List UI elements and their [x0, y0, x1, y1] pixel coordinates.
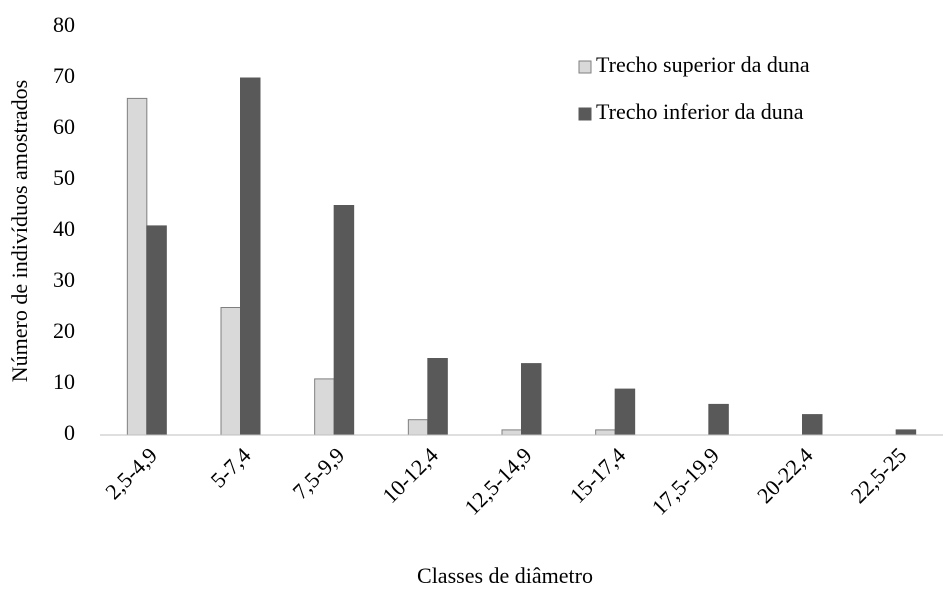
y-tick-label: 0: [64, 420, 75, 445]
x-tick-label: 10-12,4: [377, 442, 443, 508]
x-tick-label: 12,5-14,9: [459, 442, 536, 519]
legend-label: Trecho inferior da duna: [596, 99, 804, 124]
y-tick-label: 50: [53, 165, 75, 190]
bar: [802, 414, 823, 436]
bar: [521, 363, 542, 436]
bar: [595, 429, 616, 436]
bar: [240, 77, 261, 436]
bar: [427, 358, 448, 436]
y-tick-label: 80: [53, 12, 75, 37]
bar: [407, 419, 429, 436]
legend-swatch: [578, 60, 592, 74]
bar: [333, 205, 355, 436]
y-axis-label: Número de indivíduos amostrados: [7, 80, 32, 382]
y-tick-label: 20: [53, 318, 75, 343]
bar: [146, 225, 167, 436]
legend-swatch: [578, 107, 592, 121]
bar: [501, 429, 522, 436]
x-axis-label: Classes de diâmetro: [417, 563, 593, 588]
legend-label: Trecho superior da duna: [596, 52, 810, 77]
bar: [614, 388, 636, 436]
x-tick-label: 17,5-19,9: [647, 442, 724, 519]
x-tick-label: 2,5-4,9: [100, 442, 162, 504]
x-tick-label: 20-22,4: [752, 442, 818, 508]
y-tick-label: 10: [53, 369, 75, 394]
bar: [895, 429, 917, 436]
x-tick-label: 7,5-9,9: [288, 442, 350, 504]
x-tick-label: 15-17,4: [565, 442, 631, 508]
bar: [126, 97, 148, 436]
y-tick-label: 70: [53, 63, 75, 88]
bar: [314, 378, 335, 436]
bar: [220, 307, 241, 436]
y-tick-label: 60: [53, 114, 75, 139]
x-tick-label: 22,5-25: [846, 442, 912, 508]
x-tick-label: 5-7,4: [206, 442, 256, 492]
y-tick-label: 40: [53, 216, 75, 241]
bar: [708, 403, 729, 436]
y-tick-label: 30: [53, 267, 75, 292]
